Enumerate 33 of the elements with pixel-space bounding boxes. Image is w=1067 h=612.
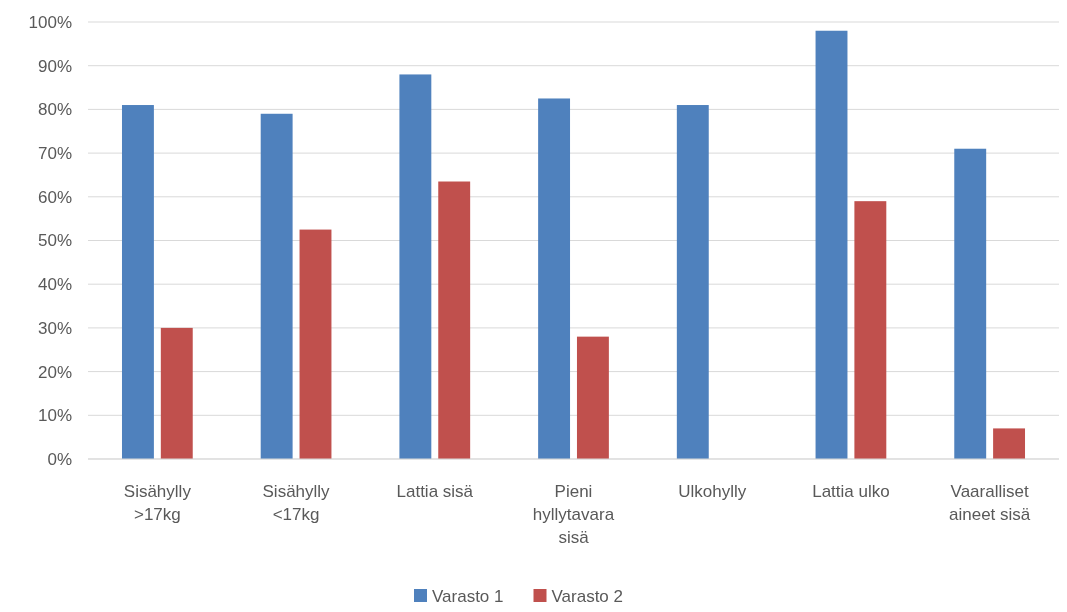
bar <box>299 229 332 459</box>
y-tick-label: 50% <box>37 231 72 251</box>
legend-label: Varasto 1 <box>432 587 504 606</box>
y-tick-label: 90% <box>37 56 72 76</box>
y-tick-label: 10% <box>37 406 72 426</box>
bar <box>576 336 609 459</box>
bar <box>954 148 987 459</box>
bar <box>676 105 709 459</box>
y-tick-label: 30% <box>37 318 72 338</box>
bar <box>993 428 1026 459</box>
legend-label: Varasto 2 <box>551 587 624 606</box>
x-tick-label: Lattia sisä <box>396 482 474 501</box>
x-tick-label: Lattia ulko <box>812 482 890 501</box>
bar <box>538 98 571 459</box>
y-tick-label: 20% <box>37 362 72 382</box>
x-tick-label: Sisähylly <17kg <box>262 482 331 524</box>
y-tick-label: 40% <box>37 275 72 295</box>
bar <box>854 201 887 459</box>
y-tick-label: 70% <box>37 144 72 164</box>
bar <box>815 30 848 459</box>
bar <box>399 74 432 459</box>
x-tick-label: Ulkohylly <box>678 482 747 501</box>
y-tick-label: 80% <box>37 100 72 120</box>
y-tick-label: 60% <box>37 187 72 207</box>
x-tick-label: Vaaralliset aineet sisä <box>949 482 1031 524</box>
bar <box>438 181 471 459</box>
x-tick-label: Pieni hyllytavara sisä <box>532 482 615 547</box>
y-tick-label: 0% <box>47 449 72 469</box>
x-tick-label: Sisähylly >17kg <box>123 482 192 524</box>
bar <box>160 327 193 459</box>
bar <box>260 113 293 459</box>
bar <box>121 105 154 459</box>
y-tick-label: 100% <box>28 12 72 32</box>
